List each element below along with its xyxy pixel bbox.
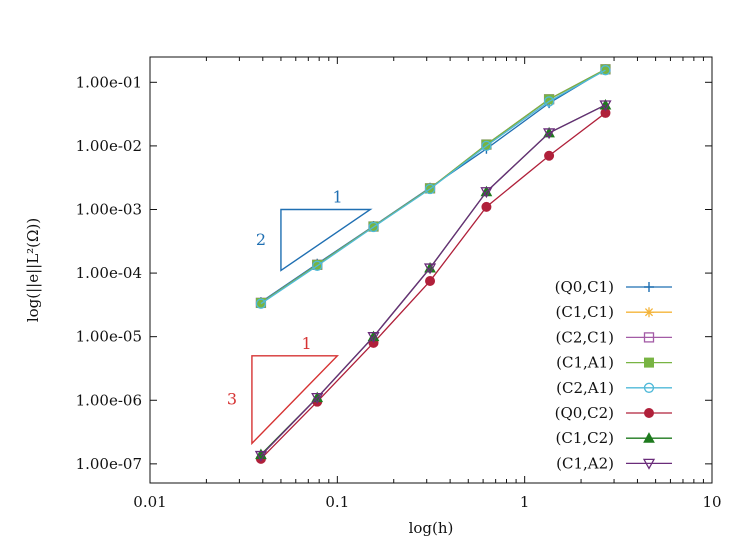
data-point	[311, 392, 324, 404]
legend-label: (C1,A1)	[556, 354, 614, 372]
slope-run-label: 1	[302, 334, 312, 353]
data-point	[368, 221, 379, 233]
legend-marker	[643, 332, 655, 343]
plot-frame	[149, 56, 713, 484]
data-point	[480, 187, 493, 199]
legend-marker	[643, 382, 655, 393]
legend-marker	[643, 432, 655, 443]
data-point	[481, 140, 492, 152]
data-point	[543, 96, 555, 107]
data-point	[600, 65, 611, 76]
data-point	[255, 298, 267, 309]
legend-marker	[642, 458, 656, 470]
legend-label: (C1,C1)	[555, 303, 614, 321]
x-tick-label: 0.01	[133, 493, 166, 511]
y-tick-label: 1.00e-04	[76, 264, 142, 282]
legend-label: (C1,A2)	[556, 454, 614, 472]
x-axis-label: log(h)	[409, 519, 454, 537]
legend-marker	[644, 408, 654, 418]
data-point	[599, 100, 612, 112]
y-axis-label: log(||e||L²(Ω))	[24, 218, 42, 322]
series-line	[260, 69, 606, 305]
data-point	[425, 276, 436, 287]
slope-triangle	[251, 355, 339, 446]
legend-label: (Q0,C2)	[555, 404, 614, 422]
data-point	[254, 450, 268, 462]
legend-label: (C1,C2)	[555, 429, 614, 447]
series-5	[255, 65, 611, 309]
legend-label: (Q0,C1)	[555, 278, 614, 296]
slope-rise-label: 2	[256, 230, 266, 249]
legend-marker	[644, 357, 654, 368]
slope-triangle	[280, 208, 373, 272]
slope-rise-label: 3	[227, 390, 237, 409]
data-point	[423, 263, 437, 275]
legend: (Q0,C1) (C1,C1) (C2,C1) (C1,A1) (C2,A1) (Q0,C…	[555, 278, 672, 472]
legend-marker	[644, 282, 654, 292]
series-line	[260, 104, 606, 457]
x-tick-label: 1	[520, 493, 530, 511]
x-tick-label: 0.1	[325, 493, 349, 511]
data-point	[367, 332, 380, 344]
data-point	[542, 128, 556, 140]
data-point	[544, 150, 555, 161]
legend-label: (C2,A1)	[556, 379, 614, 397]
series-8	[254, 100, 612, 462]
data-point	[424, 183, 436, 195]
y-tick-label: 1.00e-01	[76, 73, 142, 91]
y-tick-label: 1.00e-07	[76, 455, 142, 473]
legend-marker	[644, 307, 654, 318]
x-tick-label: 10	[702, 493, 721, 511]
y-tick-label: 1.00e-05	[76, 328, 142, 346]
data-point	[481, 201, 492, 212]
legend-label: (C2,C1)	[555, 328, 614, 346]
slope-run-label: 1	[333, 187, 343, 206]
y-tick-label: 1.00e-06	[76, 391, 142, 409]
y-tick-label: 1.00e-03	[76, 200, 142, 218]
data-point	[312, 260, 323, 271]
y-tick-label: 1.00e-02	[76, 137, 142, 155]
